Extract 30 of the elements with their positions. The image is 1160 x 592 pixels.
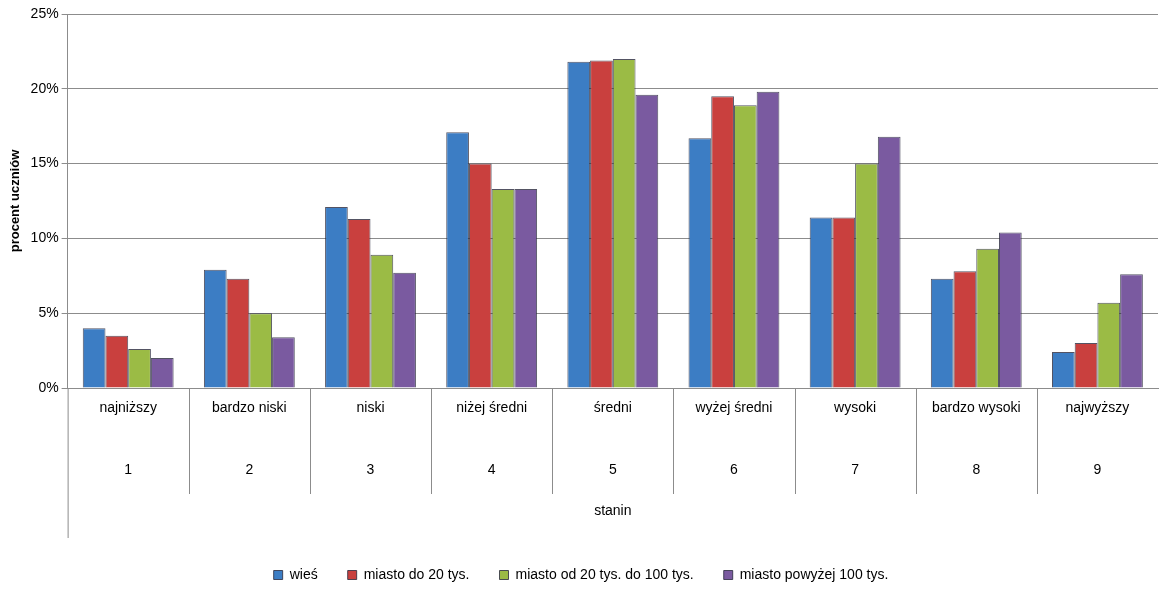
text: 5	[608, 460, 617, 477]
legend-label: wieś	[288, 565, 318, 582]
text: 6	[730, 460, 739, 477]
text: 9	[1093, 460, 1102, 477]
text: 2	[245, 460, 254, 477]
y-tick-label: 25%	[30, 4, 59, 21]
legend-label: miasto powyżej 100 tys.	[739, 565, 889, 582]
legend-label: miasto od 20 tys. do 100 tys.	[515, 565, 694, 582]
x-tick-label: bardzo niski	[212, 399, 287, 416]
text: 7	[851, 460, 860, 477]
y-tick-label: 15%	[30, 154, 59, 171]
x-tick-label: bardzo wysoki	[931, 399, 1021, 416]
y-tick-label: 20%	[30, 79, 59, 96]
x-tick-label: wyżej średni	[694, 399, 773, 416]
x-tick-label: wysoki	[833, 399, 877, 416]
x-tick-label: najwyższy	[1065, 399, 1130, 416]
y-tick-label: 10%	[30, 229, 59, 246]
x-tick-label: średni	[593, 399, 632, 416]
x-tick-label: najniższy	[99, 399, 157, 416]
text: 8	[972, 460, 981, 477]
legend-label: miasto do 20 tys.	[363, 565, 470, 582]
y-axis-title: procent uczniów	[7, 148, 23, 253]
text: 4	[487, 460, 496, 477]
text: 1	[124, 460, 133, 477]
y-tick-label: 5%	[38, 304, 59, 321]
x-tick-label: niżej średni	[456, 399, 528, 416]
text: stanin	[594, 501, 632, 518]
x-tick-label: niski	[356, 399, 385, 416]
y-tick-label: 0%	[38, 378, 59, 395]
text: 3	[366, 460, 375, 477]
